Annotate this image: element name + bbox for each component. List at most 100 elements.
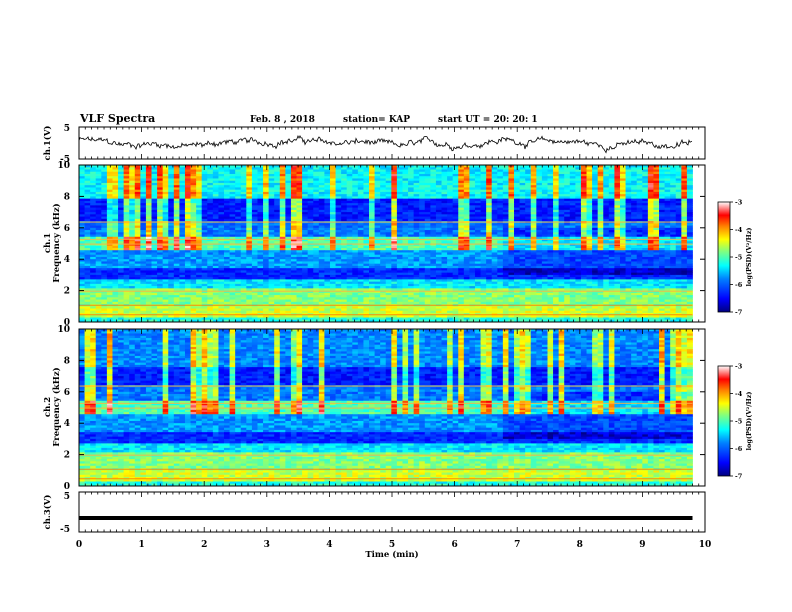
spectrogram-cell [402, 263, 409, 267]
spectrogram-cell [357, 250, 364, 253]
spectrogram-cell [151, 178, 158, 182]
spectrogram-cell [659, 234, 665, 238]
spectrogram-cell [313, 232, 320, 235]
spectrogram-cell [463, 200, 470, 204]
spectrogram-cell [279, 212, 286, 215]
spectrogram-cell [653, 171, 660, 175]
spectrogram-cell [413, 214, 420, 217]
spectrogram-cell [608, 189, 615, 193]
spectrogram-cell [553, 178, 560, 182]
spectrogram-cell [145, 216, 152, 220]
spectrogram-cell [363, 236, 370, 240]
spectrogram-cell [564, 256, 571, 260]
spectrogram-cell [145, 241, 152, 244]
spectrogram-cell [541, 203, 548, 206]
spectrogram-cell [201, 218, 208, 222]
spectrogram-cell [229, 191, 236, 195]
spectrogram-cell [279, 194, 286, 197]
spectrogram-cell [480, 205, 487, 209]
spectrogram-cell [664, 243, 671, 247]
spectrogram-cell [84, 180, 91, 184]
spectrogram-cell [268, 232, 275, 235]
spectrogram-cell [502, 230, 509, 233]
spectrogram-cell [647, 187, 654, 191]
spectrogram-cell [619, 191, 626, 195]
spectrogram-cell [168, 200, 175, 204]
spectrogram-cell [112, 241, 119, 244]
spectrogram-cell [575, 171, 582, 175]
spectrogram-cell [346, 165, 353, 168]
spectrogram-cell [106, 203, 113, 206]
spectrogram-cell [196, 182, 203, 186]
spectrogram-cell [603, 227, 610, 231]
spectrogram-cell [435, 261, 442, 265]
spectrogram-cell [385, 250, 392, 253]
spectrogram-cell [647, 218, 654, 222]
spectrogram-cell [592, 189, 599, 193]
spectrogram-cell [447, 232, 454, 235]
spectrogram-cell [536, 214, 543, 217]
spectrogram-cell [207, 212, 214, 215]
spectrogram-cell [486, 236, 493, 240]
spectrogram-cell [463, 259, 470, 262]
spectrogram-cell [341, 252, 348, 256]
spectrogram-cell [586, 207, 593, 211]
spectrogram-cell [619, 196, 626, 200]
spectrogram-cell [592, 234, 599, 238]
spectrogram-cell [586, 250, 593, 253]
spectrogram-cell [452, 169, 459, 173]
spectrogram-cell [553, 207, 560, 211]
spectrogram-cell [402, 232, 409, 235]
spectrogram-cell [363, 212, 370, 215]
spectrogram-cell [681, 223, 688, 226]
spectrogram-cell [675, 207, 682, 211]
spectrogram-cell [547, 263, 554, 267]
spectrogram-cell [569, 169, 576, 173]
spectrogram-cell [675, 254, 682, 258]
spectrogram-cell [491, 176, 498, 179]
spectrogram-cell [686, 230, 693, 233]
spectrogram-cell [385, 214, 392, 217]
spectrogram-cell [268, 200, 275, 204]
spectrogram-cell [374, 232, 381, 235]
spectrogram-cell [240, 205, 247, 209]
spectrogram-cell [196, 200, 203, 204]
spectrogram-cell [123, 230, 130, 233]
spectrogram-cell [391, 252, 398, 256]
spectrogram-cell [664, 259, 671, 262]
spectrogram-cell [212, 194, 219, 197]
spectrogram-cell [636, 200, 643, 204]
spectrogram-cell [335, 180, 342, 184]
spectrogram-cell [112, 176, 119, 179]
spectrogram-cell [564, 173, 571, 177]
spectrogram-cell [352, 218, 359, 222]
spectrogram-cell [357, 216, 364, 220]
spectrogram-cell [173, 234, 180, 238]
spectrogram-cell [536, 250, 543, 253]
spectrogram-cell [530, 239, 537, 242]
spectrogram-cell [240, 173, 247, 177]
spectrogram-cell [173, 250, 180, 253]
spectrogram-cell [486, 196, 493, 200]
spectrogram-cell [636, 189, 643, 193]
spectrogram-cell [625, 252, 632, 256]
spectrogram-cell [168, 194, 175, 197]
spectrogram-cell [157, 214, 164, 217]
spectrogram-cell [263, 263, 270, 267]
spectrogram-cell [307, 247, 314, 251]
spectrogram-cell [140, 196, 147, 200]
spectrogram-cell [246, 230, 253, 233]
spectrogram-cell [246, 254, 253, 258]
spectrogram-cell [642, 214, 649, 217]
spectrogram-cell [681, 189, 688, 193]
spectrogram-cell [134, 245, 141, 249]
spectrogram-cell [458, 243, 465, 247]
spectrogram-cell [201, 212, 208, 215]
spectrogram-cell [341, 241, 348, 244]
spectrogram-cell [525, 185, 532, 188]
spectrogram-cell [235, 218, 242, 222]
spectrogram-cell [290, 196, 297, 200]
spectrogram-cell [541, 216, 548, 220]
spectrogram-cell [224, 182, 230, 186]
spectrogram-cell [391, 194, 398, 197]
